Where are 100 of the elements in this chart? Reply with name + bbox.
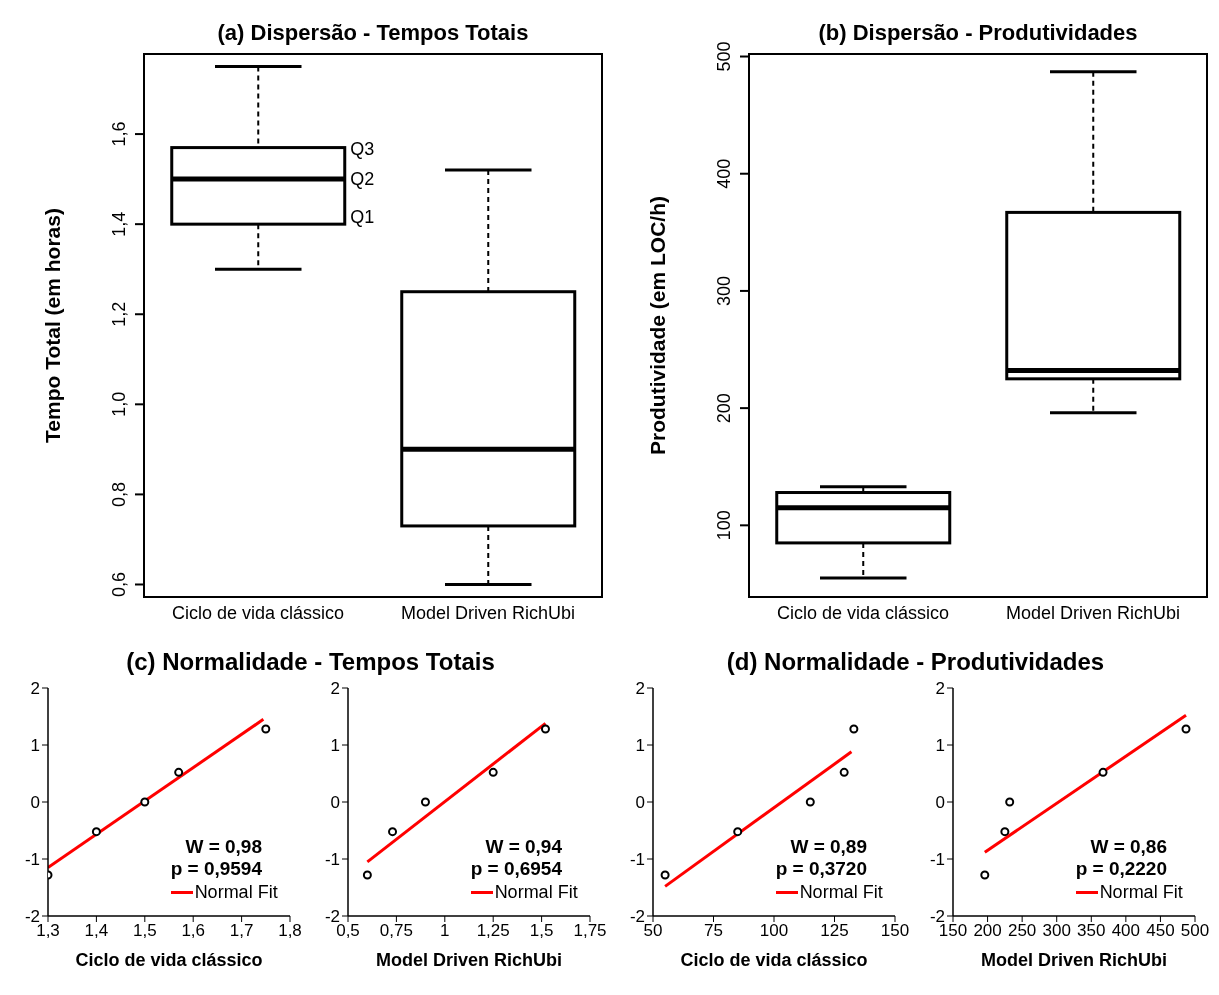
x-tick-label: 500 bbox=[1180, 921, 1210, 941]
annotation: p = 0,3720 bbox=[775, 858, 867, 880]
y-axis-title: Tempo Total (em horas) bbox=[41, 208, 65, 443]
x-tick-label: 0,5 bbox=[336, 921, 360, 941]
point bbox=[1181, 724, 1191, 734]
x-axis-title: Model Driven RichUbi bbox=[375, 950, 563, 970]
point bbox=[261, 724, 271, 734]
x-tick-label: 0,75 bbox=[379, 921, 413, 941]
x-tick-label: Model Driven RichUbi bbox=[1005, 602, 1181, 623]
chart-title: (d) Normalidade - Produtividades bbox=[725, 648, 1106, 677]
point bbox=[140, 797, 150, 807]
point bbox=[540, 724, 550, 734]
x-tick-label: 300 bbox=[1042, 921, 1071, 941]
x-tick-label: 1,7 bbox=[229, 921, 254, 941]
y-tick-label: 2 bbox=[30, 679, 40, 699]
y-tick-label: 2 bbox=[935, 679, 945, 699]
point bbox=[388, 827, 398, 837]
chart-title: (a) Dispersão - Tempos Totais bbox=[216, 20, 530, 46]
y-tick-label: 0 bbox=[635, 793, 645, 813]
annotation: Q2 bbox=[350, 168, 375, 191]
x-axis-title: Ciclo de vida clássico bbox=[75, 950, 263, 970]
y-tick-label: -1 bbox=[24, 850, 40, 870]
y-axis-title: Produtividade (em LOC/h) bbox=[646, 195, 670, 456]
x-axis-title: Ciclo de vida clássico bbox=[680, 950, 868, 970]
x-tick-label: 150 bbox=[938, 921, 968, 941]
point bbox=[733, 827, 743, 837]
point bbox=[362, 870, 372, 880]
y-tick-label: 1,2 bbox=[109, 301, 129, 327]
point bbox=[420, 797, 430, 807]
y-tick-label: 1,6 bbox=[109, 121, 129, 147]
y-tick-label: 1 bbox=[330, 736, 340, 756]
point bbox=[1098, 767, 1108, 777]
y-tick-label: -1 bbox=[929, 850, 945, 870]
y-tick-label: 500 bbox=[714, 41, 734, 72]
point bbox=[91, 827, 101, 837]
y-tick-label: 300 bbox=[714, 275, 734, 306]
x-tick-label: 450 bbox=[1146, 921, 1175, 941]
y-tick-label: 1 bbox=[635, 736, 645, 756]
annotation: p = 0,2220 bbox=[1075, 858, 1167, 880]
y-tick-label: 100 bbox=[714, 510, 734, 541]
x-axis-title: Model Driven RichUbi bbox=[980, 950, 1168, 970]
x-tick-label: 1,3 bbox=[36, 921, 60, 941]
y-tick-label: -1 bbox=[629, 850, 645, 870]
x-tick-label: 50 bbox=[643, 921, 663, 941]
legend-label: Normal Fit bbox=[493, 882, 579, 903]
y-tick-label: 0,6 bbox=[109, 571, 129, 597]
y-tick-label: 1 bbox=[935, 736, 945, 756]
x-tick-label: 250 bbox=[1007, 921, 1037, 941]
point bbox=[849, 724, 859, 734]
y-tick-label: 1,0 bbox=[109, 391, 129, 417]
chart-title: (c) Normalidade - Tempos Totais bbox=[125, 648, 496, 677]
x-tick-label: 100 bbox=[759, 921, 789, 941]
point bbox=[660, 870, 670, 880]
x-tick-label: 125 bbox=[820, 921, 849, 941]
legend-label: Normal Fit bbox=[1098, 882, 1184, 903]
y-tick-label: 0 bbox=[935, 793, 945, 813]
point bbox=[839, 767, 849, 777]
point bbox=[805, 797, 815, 807]
x-tick-label: 400 bbox=[1111, 921, 1141, 941]
legend-label: Normal Fit bbox=[798, 882, 884, 903]
y-tick-label: -2 bbox=[629, 907, 645, 927]
annotation: p = 0,9594 bbox=[170, 858, 262, 880]
y-tick-label: 2 bbox=[330, 679, 340, 699]
point bbox=[1000, 827, 1010, 837]
x-tick-label: 200 bbox=[973, 921, 1002, 941]
x-tick-label: 75 bbox=[704, 921, 723, 941]
annotation: W = 0,94 bbox=[484, 836, 562, 858]
point bbox=[174, 767, 184, 777]
annotation: W = 0,86 bbox=[1089, 836, 1167, 858]
annotation: p = 0,6954 bbox=[470, 858, 562, 880]
y-tick-label: -1 bbox=[324, 850, 340, 870]
y-tick-label: 400 bbox=[714, 158, 734, 189]
y-tick-label: 0 bbox=[30, 793, 40, 813]
point bbox=[980, 870, 990, 880]
x-tick-label: 1,5 bbox=[529, 921, 554, 941]
x-tick-label: 1,8 bbox=[278, 921, 302, 941]
x-tick-label: 1,4 bbox=[84, 921, 109, 941]
annotation: W = 0,98 bbox=[184, 836, 262, 858]
y-tick-label: 200 bbox=[714, 393, 734, 424]
legend-label: Normal Fit bbox=[193, 882, 279, 903]
y-tick-label: 2 bbox=[635, 679, 645, 699]
x-tick-label: Ciclo de vida clássico bbox=[776, 602, 950, 623]
y-tick-label: 1 bbox=[30, 736, 40, 756]
chart-title: (b) Dispersão - Produtividades bbox=[817, 20, 1139, 46]
point bbox=[1005, 797, 1015, 807]
x-tick-label: 1 bbox=[440, 921, 450, 941]
x-tick-label: 1,6 bbox=[181, 921, 206, 941]
annotation: Q3 bbox=[350, 138, 375, 161]
y-tick-label: 0 bbox=[330, 793, 340, 813]
y-tick-label: 1,4 bbox=[109, 211, 129, 237]
x-tick-label: 150 bbox=[880, 921, 910, 941]
x-tick-label: 350 bbox=[1077, 921, 1106, 941]
x-tick-label: 1,25 bbox=[476, 921, 510, 941]
point bbox=[488, 767, 498, 777]
y-tick-label: 0,8 bbox=[109, 481, 129, 507]
annotation: W = 0,89 bbox=[789, 836, 867, 858]
x-tick-label: 1,75 bbox=[573, 921, 607, 941]
x-tick-label: Ciclo de vida clássico bbox=[171, 602, 345, 623]
x-tick-label: Model Driven RichUbi bbox=[400, 602, 576, 623]
x-tick-label: 1,5 bbox=[132, 921, 157, 941]
